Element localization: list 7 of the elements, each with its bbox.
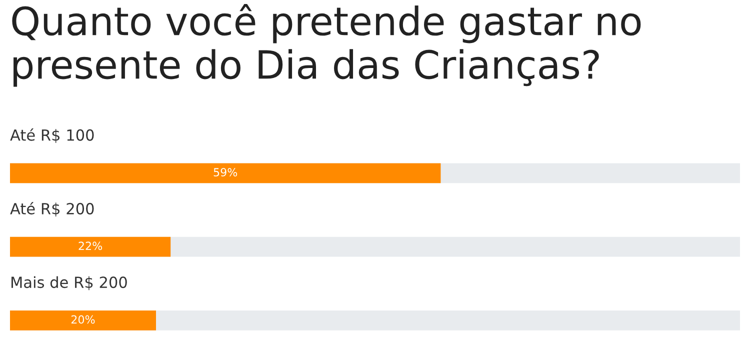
data-label: 22% bbox=[78, 242, 102, 250]
y-tick-label: Até R$ 200 bbox=[10, 202, 94, 216]
y-tick-label: Mais de R$ 200 bbox=[12, 276, 127, 290]
chart-title: Quanto você pretende gastar no presente do Dia das Crianças? bbox=[12, 4, 641, 87]
data-label: 20% bbox=[71, 315, 95, 324]
y-tick-label: Até R$ 100 bbox=[10, 128, 94, 143]
data-label: 59% bbox=[214, 168, 238, 176]
